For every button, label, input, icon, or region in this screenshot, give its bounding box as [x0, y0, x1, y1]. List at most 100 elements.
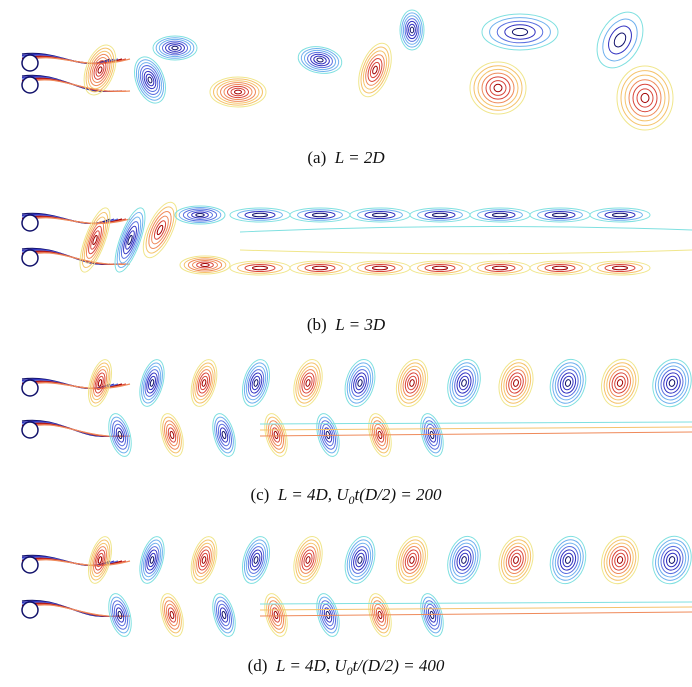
contour [613, 266, 628, 270]
contour [140, 203, 179, 257]
contour [612, 31, 628, 49]
contour [561, 375, 574, 391]
contour [214, 599, 234, 631]
contour [248, 549, 264, 572]
contour [545, 355, 591, 410]
contour [359, 48, 391, 92]
contour [253, 379, 258, 387]
contour [221, 83, 256, 102]
contour [201, 264, 209, 267]
contour [263, 415, 289, 455]
contour [665, 375, 679, 391]
contour [607, 544, 634, 576]
contour [433, 213, 448, 217]
caption-text: t/(D/2) = 400 [353, 656, 445, 675]
caption-text: L = 2D [335, 148, 385, 167]
contour [565, 379, 572, 387]
caption-label: (d) [248, 656, 268, 675]
caption-label: (b) [307, 315, 327, 334]
contour [474, 66, 522, 111]
contour [107, 595, 133, 635]
contour [202, 379, 207, 386]
contour [604, 22, 636, 58]
contour [109, 205, 151, 276]
contour [305, 212, 335, 219]
contour [349, 545, 372, 576]
contour [605, 212, 635, 219]
contour [196, 214, 204, 217]
contour [98, 556, 103, 563]
contour [665, 552, 679, 568]
contour [340, 356, 379, 410]
contour [410, 27, 413, 33]
contour [300, 372, 316, 395]
contour [89, 542, 112, 579]
contour [317, 58, 324, 63]
contour [373, 266, 388, 270]
caption: (b) L = 3D [0, 315, 692, 335]
contour [613, 552, 626, 568]
contour [485, 265, 515, 272]
contour [545, 265, 575, 272]
contour [419, 595, 445, 635]
contour [503, 367, 528, 398]
contour [162, 599, 182, 631]
contour [352, 372, 369, 395]
caption: (a) L = 2D [0, 148, 692, 168]
cylinder [22, 380, 38, 396]
contour [493, 266, 508, 270]
contour [89, 365, 112, 402]
contour [372, 66, 378, 75]
contour [409, 379, 415, 387]
contour [140, 541, 164, 578]
contour [142, 70, 158, 91]
contour [197, 262, 214, 268]
contour [409, 556, 415, 564]
contour [422, 599, 442, 631]
contour [596, 13, 644, 67]
contour [505, 25, 535, 39]
contour [482, 73, 514, 103]
contour [349, 368, 372, 399]
contour [494, 533, 538, 588]
contour [231, 88, 245, 96]
contour [365, 265, 395, 272]
contour [147, 77, 152, 84]
contour [553, 266, 568, 270]
contour [485, 212, 515, 219]
contour [425, 212, 455, 219]
contour [443, 356, 486, 410]
contour [429, 431, 434, 439]
contour [356, 43, 395, 96]
contour [596, 355, 643, 411]
contour [221, 611, 226, 619]
contour [458, 375, 470, 391]
contour [588, 4, 653, 76]
contour [211, 595, 237, 635]
contour [490, 81, 506, 96]
contour [605, 265, 635, 272]
contour [210, 77, 266, 107]
contour [197, 372, 212, 394]
caption-label: (c) [250, 485, 269, 504]
contour [77, 210, 113, 271]
contour [617, 379, 624, 387]
caption-text: L = 4D, U [278, 485, 349, 504]
contour [629, 80, 661, 117]
contour [142, 368, 161, 398]
contour [419, 415, 445, 455]
contour [245, 265, 275, 272]
contour [461, 379, 467, 387]
contour [192, 541, 217, 578]
streak [260, 422, 692, 424]
contour [110, 419, 130, 451]
contour [83, 48, 116, 92]
contour [340, 533, 379, 587]
contour [596, 532, 643, 588]
caption: (d) L = 4D, U0t/(D/2) = 400 [0, 656, 692, 679]
contour [352, 39, 397, 101]
contour [107, 415, 133, 455]
contour [169, 45, 182, 52]
contour [140, 364, 164, 401]
contour [400, 368, 423, 399]
